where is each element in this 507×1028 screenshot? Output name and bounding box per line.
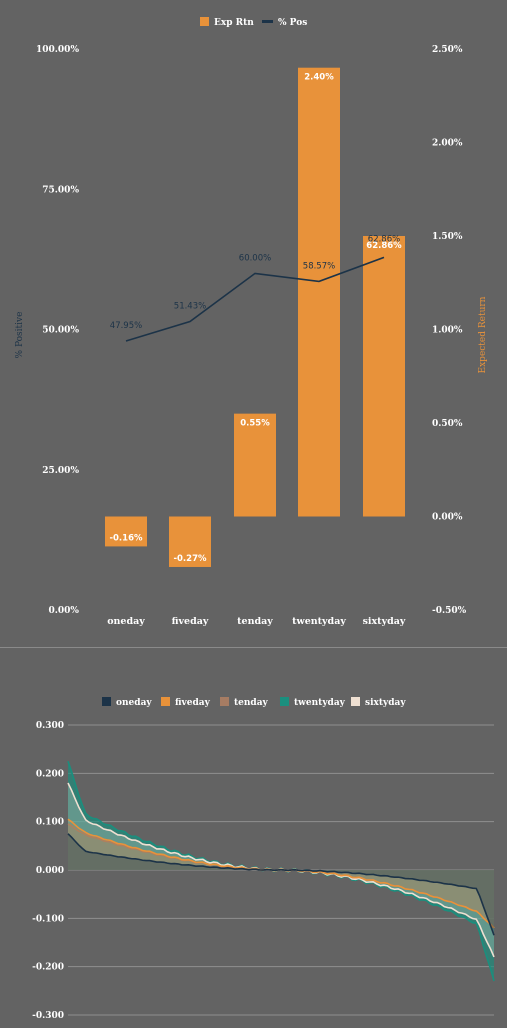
category-label-twentyday: twentyday (292, 616, 346, 627)
legend-label-exp-rtn: Exp Rtn (214, 18, 254, 28)
area-twentyday (68, 761, 494, 982)
bar-fiveday (169, 516, 211, 567)
bar-label-tenday: 0.55% (240, 419, 270, 429)
bar-oneday (105, 516, 147, 547)
chart-divider (0, 647, 507, 648)
y-tick-label: 0.100 (36, 818, 64, 828)
left-tick-label: 100.00% (36, 45, 79, 55)
chart1-legend: Exp Rtn % Pos (200, 17, 307, 28)
legend-label-sixtyday: sixtyday (365, 698, 406, 708)
y-tick-label: 0.200 (36, 769, 64, 779)
right-tick-label: 2.50% (432, 45, 463, 55)
legend-swatch-exp-rtn (200, 17, 209, 26)
line-label-fiveday: 51.43% (174, 301, 206, 311)
y-tick-label: 0.000 (36, 866, 64, 876)
y-tick-label: -0.300 (32, 1011, 64, 1021)
area-tenday (68, 824, 494, 928)
chart2-areas (67, 760, 495, 982)
chart2-y-ticks: -0.300 -0.200 -0.100 0.000 0.100 0.200 0.300 (32, 721, 64, 1021)
legend-swatch-twentyday (280, 697, 289, 706)
left-tick-label: 0.00% (49, 606, 80, 616)
area-chart: oneday fiveday tenday twentyday sixtyday -0.… (32, 697, 495, 1021)
left-tick-label: 25.00% (42, 466, 79, 476)
line-label-oneday: 47.95% (110, 321, 142, 331)
category-label-tenday: tenday (237, 616, 273, 627)
line-oneday (67, 833, 495, 936)
bar-twentyday (298, 67, 340, 517)
y-tick-label: -0.100 (32, 914, 64, 924)
bar-label-twentyday: 2.40% (304, 73, 334, 83)
y-tick-label: -0.200 (32, 963, 64, 973)
bar-series: -0.16% -0.27% 0.55% 2.40% 62.86% (105, 67, 405, 567)
combo-chart: Exp Rtn % Pos 0.00% 25.00% 50.00% 75.00% 100.… (15, 17, 488, 627)
right-tick-label: 0.50% (432, 419, 463, 429)
legend-label-fiveday: fiveday (175, 698, 211, 708)
bar-tenday (234, 413, 276, 517)
left-axis-title: % Positive (15, 312, 25, 359)
y-tick-label: 0.300 (36, 721, 64, 731)
right-tick-label: 1.00% (432, 326, 463, 336)
left-tick-label: 75.00% (42, 185, 79, 195)
category-label-oneday: oneday (107, 616, 145, 627)
legend-swatch-fiveday (161, 697, 170, 706)
right-tick-label: 2.00% (432, 139, 463, 149)
legend-swatch-tenday (220, 697, 229, 706)
area-fiveday (68, 819, 494, 928)
bar-label-sixtyday: 62.86% (366, 241, 402, 251)
line-label-tenday: 60.00% (239, 253, 271, 263)
legend-swatch-oneday (102, 697, 111, 706)
right-axis-title: Expected Return (478, 296, 488, 373)
right-tick-label: 1.50% (432, 232, 463, 242)
legend-label-twentyday: twentyday (294, 698, 346, 708)
category-labels: oneday fiveday tenday twentyday sixtyday (107, 616, 406, 627)
chart2-legend: oneday fiveday tenday twentyday sixtyday (102, 697, 406, 708)
line-label-twentyday: 58.57% (303, 261, 335, 271)
bar-sixtyday (363, 236, 405, 517)
line-series: 47.95% 51.43% 60.00% 58.57% 62.86% (110, 234, 400, 342)
left-axis-ticks: 0.00% 25.00% 50.00% 75.00% 100.00% (36, 45, 79, 616)
bar-label-fiveday: -0.27% (173, 554, 206, 564)
legend-swatch-pos (262, 20, 273, 23)
pos-line (125, 256, 385, 342)
category-label-fiveday: fiveday (172, 616, 209, 627)
right-axis-ticks: -0.50% 0.00% 0.50% 1.00% 1.50% 2.00% 2.50% (432, 45, 467, 616)
legend-label-oneday: oneday (116, 698, 152, 708)
bar-label-oneday: -0.16% (109, 533, 142, 543)
right-tick-label: -0.50% (432, 606, 467, 616)
line-label-sixtyday: 62.86% (368, 234, 400, 244)
legend-label-pos: % Pos (278, 18, 307, 28)
legend-label-tenday: tenday (234, 698, 269, 708)
legend-swatch-sixtyday (351, 697, 360, 706)
left-tick-label: 50.00% (42, 326, 79, 336)
category-label-sixtyday: sixtyday (363, 616, 406, 627)
right-tick-label: 0.00% (432, 513, 463, 523)
